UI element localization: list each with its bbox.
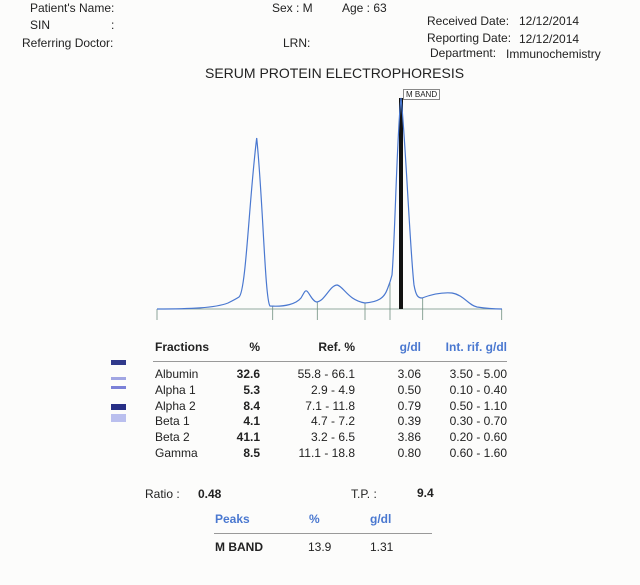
fraction-percent: 8.4 bbox=[243, 398, 260, 413]
fraction-gdl: 0.80 bbox=[397, 446, 421, 460]
department-label: Department: bbox=[430, 46, 497, 60]
peaks-header-gdl: g/dl bbox=[370, 512, 392, 526]
ratio-value: 0.48 bbox=[198, 487, 222, 501]
fraction-percent: 8.5 bbox=[243, 446, 260, 460]
department: Immunochemistry bbox=[506, 47, 601, 61]
age-label: Age : 63 bbox=[342, 1, 387, 15]
fraction-ref-percent: 7.1 - 11.8 bbox=[305, 398, 355, 413]
patient-name-label: Patient's Name: bbox=[30, 1, 115, 15]
fraction-dividers bbox=[156, 283, 503, 320]
fraction-ref-percent: 2.9 - 4.9 bbox=[310, 382, 355, 397]
fraction-int-rif: 0.30 - 0.70 bbox=[449, 414, 507, 429]
received-date: 12/12/2014 bbox=[519, 14, 580, 28]
fraction-percent: 32.6 bbox=[236, 367, 260, 381]
fraction-name: Alpha 2 bbox=[155, 398, 196, 413]
fraction-name: Beta 2 bbox=[155, 430, 190, 445]
sin-colon: : bbox=[111, 18, 115, 32]
referring-doctor-label: Referring Doctor: bbox=[22, 36, 114, 50]
fraction-percent: 4.1 bbox=[243, 414, 260, 429]
electrophoresis-curve bbox=[156, 97, 503, 310]
ratio-label: Ratio : bbox=[145, 487, 180, 501]
fraction-ref-percent: 11.1 - 18.8 bbox=[298, 446, 355, 460]
m-band-peak-label: M BAND bbox=[403, 89, 441, 100]
sex-label: Sex : M bbox=[272, 1, 313, 15]
peaks-header-peaks: Peaks bbox=[215, 512, 250, 526]
col-header-gdl: g/dl bbox=[399, 340, 421, 354]
fraction-gdl: 3.06 bbox=[397, 367, 421, 381]
fraction-gdl: 0.39 bbox=[397, 414, 421, 429]
fraction-ref-percent: 3.2 - 6.5 bbox=[310, 430, 355, 445]
fraction-int-rif: 0.10 - 0.40 bbox=[449, 382, 507, 397]
col-header-fractions: Fractions bbox=[155, 340, 210, 354]
fraction-int-rif: 0.20 - 0.60 bbox=[449, 430, 507, 445]
tp-label: T.P. : bbox=[351, 487, 377, 501]
fraction-name: Alpha 1 bbox=[155, 382, 196, 397]
peak-gdl: 1.31 bbox=[370, 540, 394, 554]
sin-label: SIN bbox=[30, 18, 51, 32]
peaks-divider bbox=[214, 533, 432, 534]
reporting-date-label: Reporting Date: bbox=[427, 31, 512, 45]
gel-strip bbox=[111, 360, 126, 422]
fraction-ref-percent: 4.7 - 7.2 bbox=[310, 414, 355, 429]
peak-name: M BAND bbox=[215, 540, 263, 554]
peaks-header-percent: % bbox=[309, 512, 320, 526]
fraction-ref-percent: 55.8 - 66.1 bbox=[297, 367, 355, 381]
received-date-label: Received Date: bbox=[427, 14, 510, 28]
peak-percent: 13.9 bbox=[308, 540, 332, 554]
fraction-gdl: 0.50 bbox=[397, 382, 421, 397]
fraction-gdl: 3.86 bbox=[397, 430, 421, 445]
col-header-ref-percent: Ref. % bbox=[318, 340, 355, 354]
table-divider bbox=[153, 361, 507, 362]
tp-value: 9.4 bbox=[417, 486, 434, 500]
fraction-int-rif: 0.50 - 1.10 bbox=[449, 398, 507, 413]
m-band-highlight bbox=[399, 98, 403, 309]
reporting-date: 12/12/2014 bbox=[519, 32, 580, 46]
col-header-percent: % bbox=[249, 340, 260, 354]
fraction-percent: 41.1 bbox=[236, 430, 260, 445]
fraction-int-rif: 3.50 - 5.00 bbox=[449, 367, 507, 381]
lrn-label: LRN: bbox=[283, 36, 311, 50]
report-title: SERUM PROTEIN ELECTROPHORESIS bbox=[205, 65, 465, 81]
fraction-int-rif: 0.60 - 1.60 bbox=[449, 446, 507, 460]
fraction-percent: 5.3 bbox=[243, 382, 260, 397]
fraction-name: Gamma bbox=[155, 446, 198, 460]
fraction-gdl: 0.79 bbox=[397, 398, 421, 413]
col-header-int-rif: Int. rif. g/dl bbox=[445, 340, 507, 354]
fraction-name: Beta 1 bbox=[155, 414, 190, 429]
fraction-name: Albumin bbox=[155, 367, 199, 381]
